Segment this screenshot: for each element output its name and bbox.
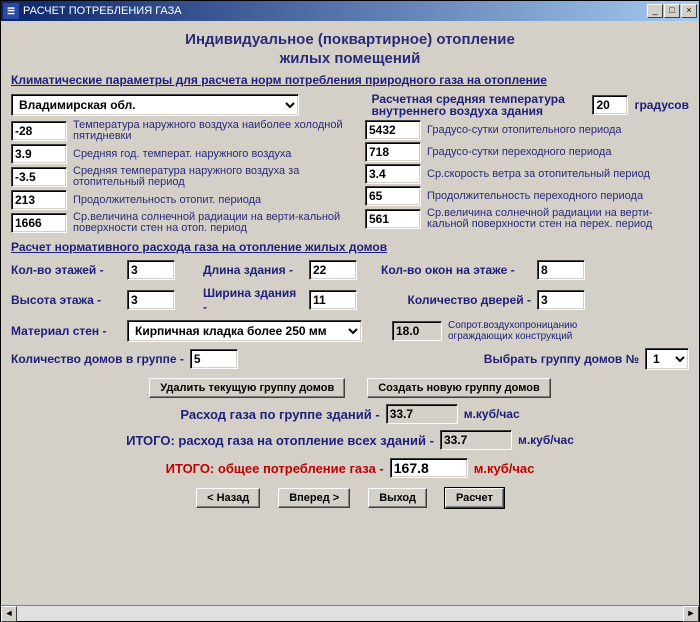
- windows-label: Кол-во окон на этаже -: [381, 263, 531, 277]
- climate-right-input-3[interactable]: [365, 186, 421, 206]
- norm-heading: Расчет нормативного расхода газа на отоп…: [11, 240, 689, 254]
- page-title-line2: жилых помещений: [11, 50, 689, 67]
- maximize-button[interactable]: □: [664, 4, 680, 18]
- climate-left-label-0: Температура наружного воздуха наиболее х…: [73, 120, 351, 142]
- floors-input[interactable]: [127, 260, 175, 280]
- forward-button: Вперед >: [278, 488, 350, 508]
- climate-right-input-1[interactable]: [365, 142, 421, 162]
- region-select[interactable]: Владимирская обл.: [11, 94, 299, 116]
- climate-left-row: Средняя температура наружного воздуха за…: [11, 166, 351, 188]
- climate-right-row: Продолжительность переходного периода: [365, 186, 689, 206]
- climate-heading: Климатические параметры для расчета норм…: [11, 73, 689, 87]
- height-label: Высота этажа -: [11, 293, 121, 307]
- minimize-button[interactable]: _: [647, 4, 663, 18]
- close-button[interactable]: ×: [681, 4, 697, 18]
- back-button[interactable]: < Назад: [196, 488, 260, 508]
- width-label: Ширина здания -: [203, 286, 303, 314]
- climate-params: Температура наружного воздуха наиболее х…: [11, 120, 689, 236]
- overall-value: [390, 458, 468, 478]
- houses-input[interactable]: [190, 349, 238, 369]
- houses-label: Количество домов в группе -: [11, 352, 184, 366]
- climate-right-label-4: Ср.величина солнечной радиации на верти-…: [427, 208, 689, 230]
- delete-group-button[interactable]: Удалить текущую группу домов: [149, 378, 345, 398]
- region-row: Владимирская обл. Расчетная средняя темп…: [11, 93, 689, 117]
- nav-buttons: < Назад Вперед > Выход Расчет: [11, 488, 689, 508]
- indoor-temp-input[interactable]: [592, 95, 628, 115]
- climate-right-input-2[interactable]: [365, 164, 421, 184]
- climate-left-input-3[interactable]: [11, 190, 67, 210]
- climate-left-row: Средняя год. температ. наружного воздуха: [11, 144, 351, 164]
- client-area: Индивидуальное (поквартирное) отопление …: [1, 21, 699, 605]
- wall-material-select[interactable]: Кирпичная кладка более 250 мм: [127, 320, 362, 342]
- climate-left-row: Ср.величина солнечной радиации на верти-…: [11, 212, 351, 234]
- doors-input[interactable]: [537, 290, 585, 310]
- group-consumption-unit: м.куб/час: [464, 407, 520, 421]
- climate-left-input-2[interactable]: [11, 167, 67, 187]
- climate-right-label-2: Ср.скорость ветра за отопительный период: [427, 169, 650, 180]
- climate-left-input-0[interactable]: [11, 121, 67, 141]
- group-select-label: Выбрать группу домов №: [484, 352, 639, 366]
- windows-input[interactable]: [537, 260, 585, 280]
- scroll-left-icon[interactable]: ◄: [1, 606, 17, 622]
- climate-right-label-3: Продолжительность переходного периода: [427, 191, 643, 202]
- h-scrollbar[interactable]: ◄ ►: [1, 605, 699, 621]
- climate-left-input-4[interactable]: [11, 213, 67, 233]
- resist-label: Сопрот.воздухопроницанию ограждающих кон…: [448, 320, 618, 342]
- all-consumption-value: [440, 430, 512, 450]
- climate-left-input-1[interactable]: [11, 144, 67, 164]
- width-input[interactable]: [309, 290, 357, 310]
- climate-right-label-1: Градусо-сутки переходного периода: [427, 147, 611, 158]
- climate-left-label-4: Ср.величина солнечной радиации на верти-…: [73, 212, 351, 234]
- doors-label: Количество дверей -: [381, 293, 531, 307]
- overall-unit: м.куб/час: [474, 461, 535, 476]
- climate-right-row: Ср.скорость ветра за отопительный период: [365, 164, 689, 184]
- all-consumption-unit: м.куб/час: [518, 433, 574, 447]
- climate-left-row: Температура наружного воздуха наиболее х…: [11, 120, 351, 142]
- indoor-temp-unit: градусов: [634, 98, 689, 112]
- climate-right-row: Ср.величина солнечной радиации на верти-…: [365, 208, 689, 230]
- group-consumption-value: [386, 404, 458, 424]
- exit-button[interactable]: Выход: [368, 488, 427, 508]
- length-input[interactable]: [309, 260, 357, 280]
- window-title: РАСЧЕТ ПОТРЕБЛЕНИЯ ГАЗА: [23, 5, 647, 17]
- totals: Расход газа по группе зданий - м.куб/час…: [11, 404, 689, 478]
- climate-right-row: Градусо-сутки отопительного периода: [365, 120, 689, 140]
- titlebar: ☰ РАСЧЕТ ПОТРЕБЛЕНИЯ ГАЗА _ □ ×: [1, 1, 699, 21]
- height-input[interactable]: [127, 290, 175, 310]
- page-title-line1: Индивидуальное (поквартирное) отопление: [11, 31, 689, 48]
- group-select[interactable]: 1: [645, 348, 689, 370]
- length-label: Длина здания -: [203, 263, 303, 277]
- create-group-button[interactable]: Создать новую группу домов: [367, 378, 550, 398]
- climate-left-label-1: Средняя год. температ. наружного воздуха: [73, 149, 291, 160]
- app-icon: ☰: [3, 3, 19, 19]
- overall-label: ИТОГО: общее потребление газа -: [166, 461, 384, 476]
- climate-left-label-3: Продолжительность отопит. периода: [73, 195, 261, 206]
- window-buttons: _ □ ×: [647, 4, 697, 18]
- climate-right-input-4[interactable]: [365, 209, 421, 229]
- resist-input: [392, 321, 442, 341]
- calc-button[interactable]: Расчет: [445, 488, 504, 508]
- building-params: Кол-во этажей - Длина здания - Кол-во ок…: [11, 260, 689, 398]
- scroll-right-icon[interactable]: ►: [683, 606, 699, 622]
- climate-right-label-0: Градусо-сутки отопительного периода: [427, 125, 622, 136]
- wall-label: Материал стен -: [11, 324, 121, 338]
- climate-left-row: Продолжительность отопит. периода: [11, 190, 351, 210]
- climate-right-row: Градусо-сутки переходного периода: [365, 142, 689, 162]
- indoor-temp-label: Расчетная средняя температура внутреннег…: [371, 93, 586, 117]
- climate-left-label-2: Средняя температура наружного воздуха за…: [73, 166, 351, 188]
- climate-right-input-0[interactable]: [365, 120, 421, 140]
- all-consumption-label: ИТОГО: расход газа на отопление всех зда…: [126, 433, 434, 448]
- app-window: ☰ РАСЧЕТ ПОТРЕБЛЕНИЯ ГАЗА _ □ × Индивиду…: [0, 0, 700, 622]
- group-consumption-label: Расход газа по группе зданий -: [180, 407, 379, 422]
- floors-label: Кол-во этажей -: [11, 263, 121, 277]
